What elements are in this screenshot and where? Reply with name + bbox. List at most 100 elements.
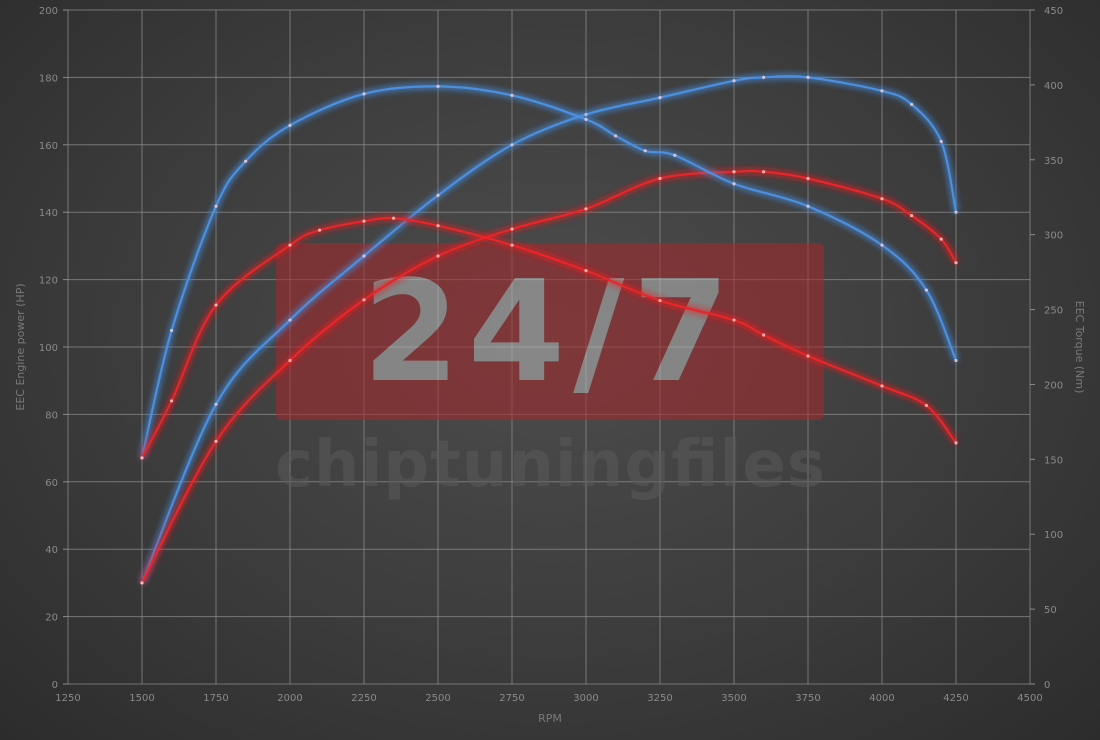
x-tick-label: 2250: [351, 693, 376, 704]
x-tick-label: 2000: [277, 693, 302, 704]
watermark: 24/7 chiptuningfiles: [275, 243, 825, 502]
y2-tick-label: 50: [1044, 605, 1057, 616]
data-point: [806, 75, 810, 79]
y-axis-label: EEC Engine power (HP): [14, 283, 27, 410]
data-point: [762, 75, 766, 79]
data-point: [732, 170, 736, 174]
data-point: [170, 399, 174, 403]
data-point: [643, 149, 647, 153]
data-point: [939, 237, 943, 241]
data-point: [510, 243, 514, 247]
data-point: [170, 328, 174, 333]
x-tick-label: 3000: [573, 693, 598, 704]
data-point: [880, 89, 884, 93]
data-point: [362, 254, 366, 258]
data-point: [362, 219, 366, 223]
y-tick-label: 60: [45, 478, 58, 489]
x-axis-label: RPM: [538, 712, 562, 725]
y2-tick-label: 300: [1044, 231, 1063, 242]
y-tick-label: 40: [45, 545, 58, 556]
data-point: [318, 228, 322, 232]
x-tick-label: 1750: [203, 693, 228, 704]
y2-tick-label: 150: [1044, 455, 1063, 466]
data-point: [214, 402, 218, 406]
data-point: [806, 354, 810, 358]
y-tick-label: 200: [39, 6, 58, 17]
y-tick-label: 0: [52, 680, 58, 691]
data-point: [510, 227, 514, 231]
data-point: [140, 456, 144, 460]
grid: [67, 9, 1031, 685]
data-point: [954, 261, 958, 265]
data-point: [288, 123, 292, 127]
data-point: [436, 254, 440, 258]
data-point: [214, 204, 218, 208]
y2-tick-label: 0: [1044, 680, 1050, 691]
x-tick-label: 3250: [647, 693, 672, 704]
data-point: [288, 318, 292, 322]
x-tick-label: 2750: [499, 693, 524, 704]
data-point: [673, 153, 677, 157]
data-point: [910, 213, 914, 218]
y-tick-label: 100: [39, 343, 58, 354]
y-tick-label: 180: [39, 73, 58, 84]
data-point: [614, 134, 618, 138]
tuned-torque-line: [140, 85, 958, 459]
data-point: [954, 441, 958, 445]
stock-power-line: [141, 169, 957, 584]
x-tick-label: 1250: [55, 693, 80, 704]
data-point: [584, 112, 588, 117]
x-tick-label: 4500: [1017, 693, 1042, 704]
data-point: [362, 92, 366, 96]
data-point: [362, 298, 366, 302]
data-point: [288, 243, 292, 247]
data-point: [762, 333, 766, 337]
y-tick-label: 80: [45, 410, 58, 421]
data-point: [584, 117, 588, 121]
watermark-logo-box: [276, 243, 824, 420]
data-point: [954, 358, 958, 363]
data-point: [732, 318, 736, 322]
x-tick-label: 1500: [129, 693, 154, 704]
x-tick-label: 2500: [425, 693, 450, 704]
x-tick-label: 4250: [943, 693, 968, 704]
y2-tick-label: 100: [1044, 530, 1063, 541]
x-tick-label: 3500: [721, 693, 746, 704]
data-point: [880, 384, 884, 388]
data-point: [762, 170, 766, 174]
data-point: [510, 93, 514, 97]
y-tick-label: 20: [45, 613, 58, 624]
y2-tick-label: 200: [1044, 380, 1063, 391]
x-tick-label: 3750: [795, 693, 820, 704]
data-point: [140, 581, 144, 585]
data-point: [939, 139, 943, 144]
stock-torque-line: [141, 216, 957, 459]
data-point: [910, 102, 914, 106]
data-point: [214, 439, 218, 443]
data-point: [584, 269, 588, 273]
data-point: [732, 79, 736, 83]
data-point: [658, 96, 662, 100]
y2-axis-label: EEC Torque (Nm): [1073, 301, 1086, 394]
data-point: [658, 176, 662, 181]
y2-tick-label: 250: [1044, 306, 1063, 317]
data-point: [954, 210, 958, 214]
data-point: [924, 403, 929, 408]
data-point: [732, 182, 736, 186]
watermark-text: chiptuningfiles: [275, 428, 825, 502]
y-tick-label: 120: [39, 276, 58, 287]
y-tick-label: 140: [39, 208, 58, 219]
y2-tick-label: 400: [1044, 81, 1063, 92]
data-point: [510, 143, 514, 147]
data-point: [214, 303, 218, 307]
data-point: [806, 176, 810, 181]
data-point: [806, 204, 810, 208]
data-point: [658, 298, 662, 303]
data-point: [880, 197, 884, 201]
watermark-logo: 24/7: [362, 251, 737, 414]
y2-tick-label: 350: [1044, 156, 1063, 167]
data-point: [924, 288, 929, 292]
tuned-power-line: [140, 75, 958, 584]
data-point: [584, 207, 588, 211]
